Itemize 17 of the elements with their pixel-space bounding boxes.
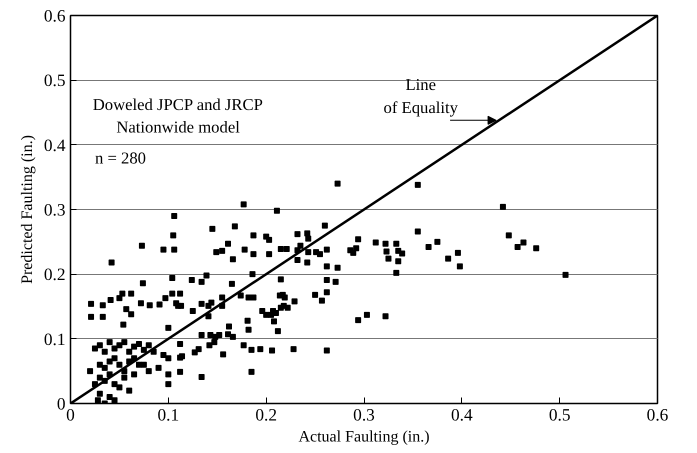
y-tick-label: 0.4: [44, 136, 66, 155]
y-tick-label: 0.2: [44, 265, 66, 284]
y-axis-title: Predicted Faulting (in.): [18, 135, 36, 284]
x-tick-label: 0.3: [353, 406, 375, 424]
x-tick-label: 0.6: [646, 406, 669, 424]
y-tick-label: 0.5: [44, 71, 66, 90]
x-axis-title: Actual Faulting (in.): [298, 428, 430, 446]
x-tick-label: 0.2: [255, 406, 278, 424]
x-tick-label: 0.4: [451, 406, 473, 424]
annotation: n = 280: [94, 148, 146, 168]
series-label: Line of Equality: [384, 75, 459, 118]
y-tick-label: 0.3: [44, 200, 66, 220]
x-tick-label: 0.1: [158, 406, 180, 424]
y-tick-label: 0.6: [44, 6, 66, 26]
y-tick-label: 0.1: [44, 330, 66, 349]
x-tick-label: 0.5: [548, 406, 571, 424]
annotation: Doweled JPCP and JRCP Nationwide model: [92, 94, 263, 137]
